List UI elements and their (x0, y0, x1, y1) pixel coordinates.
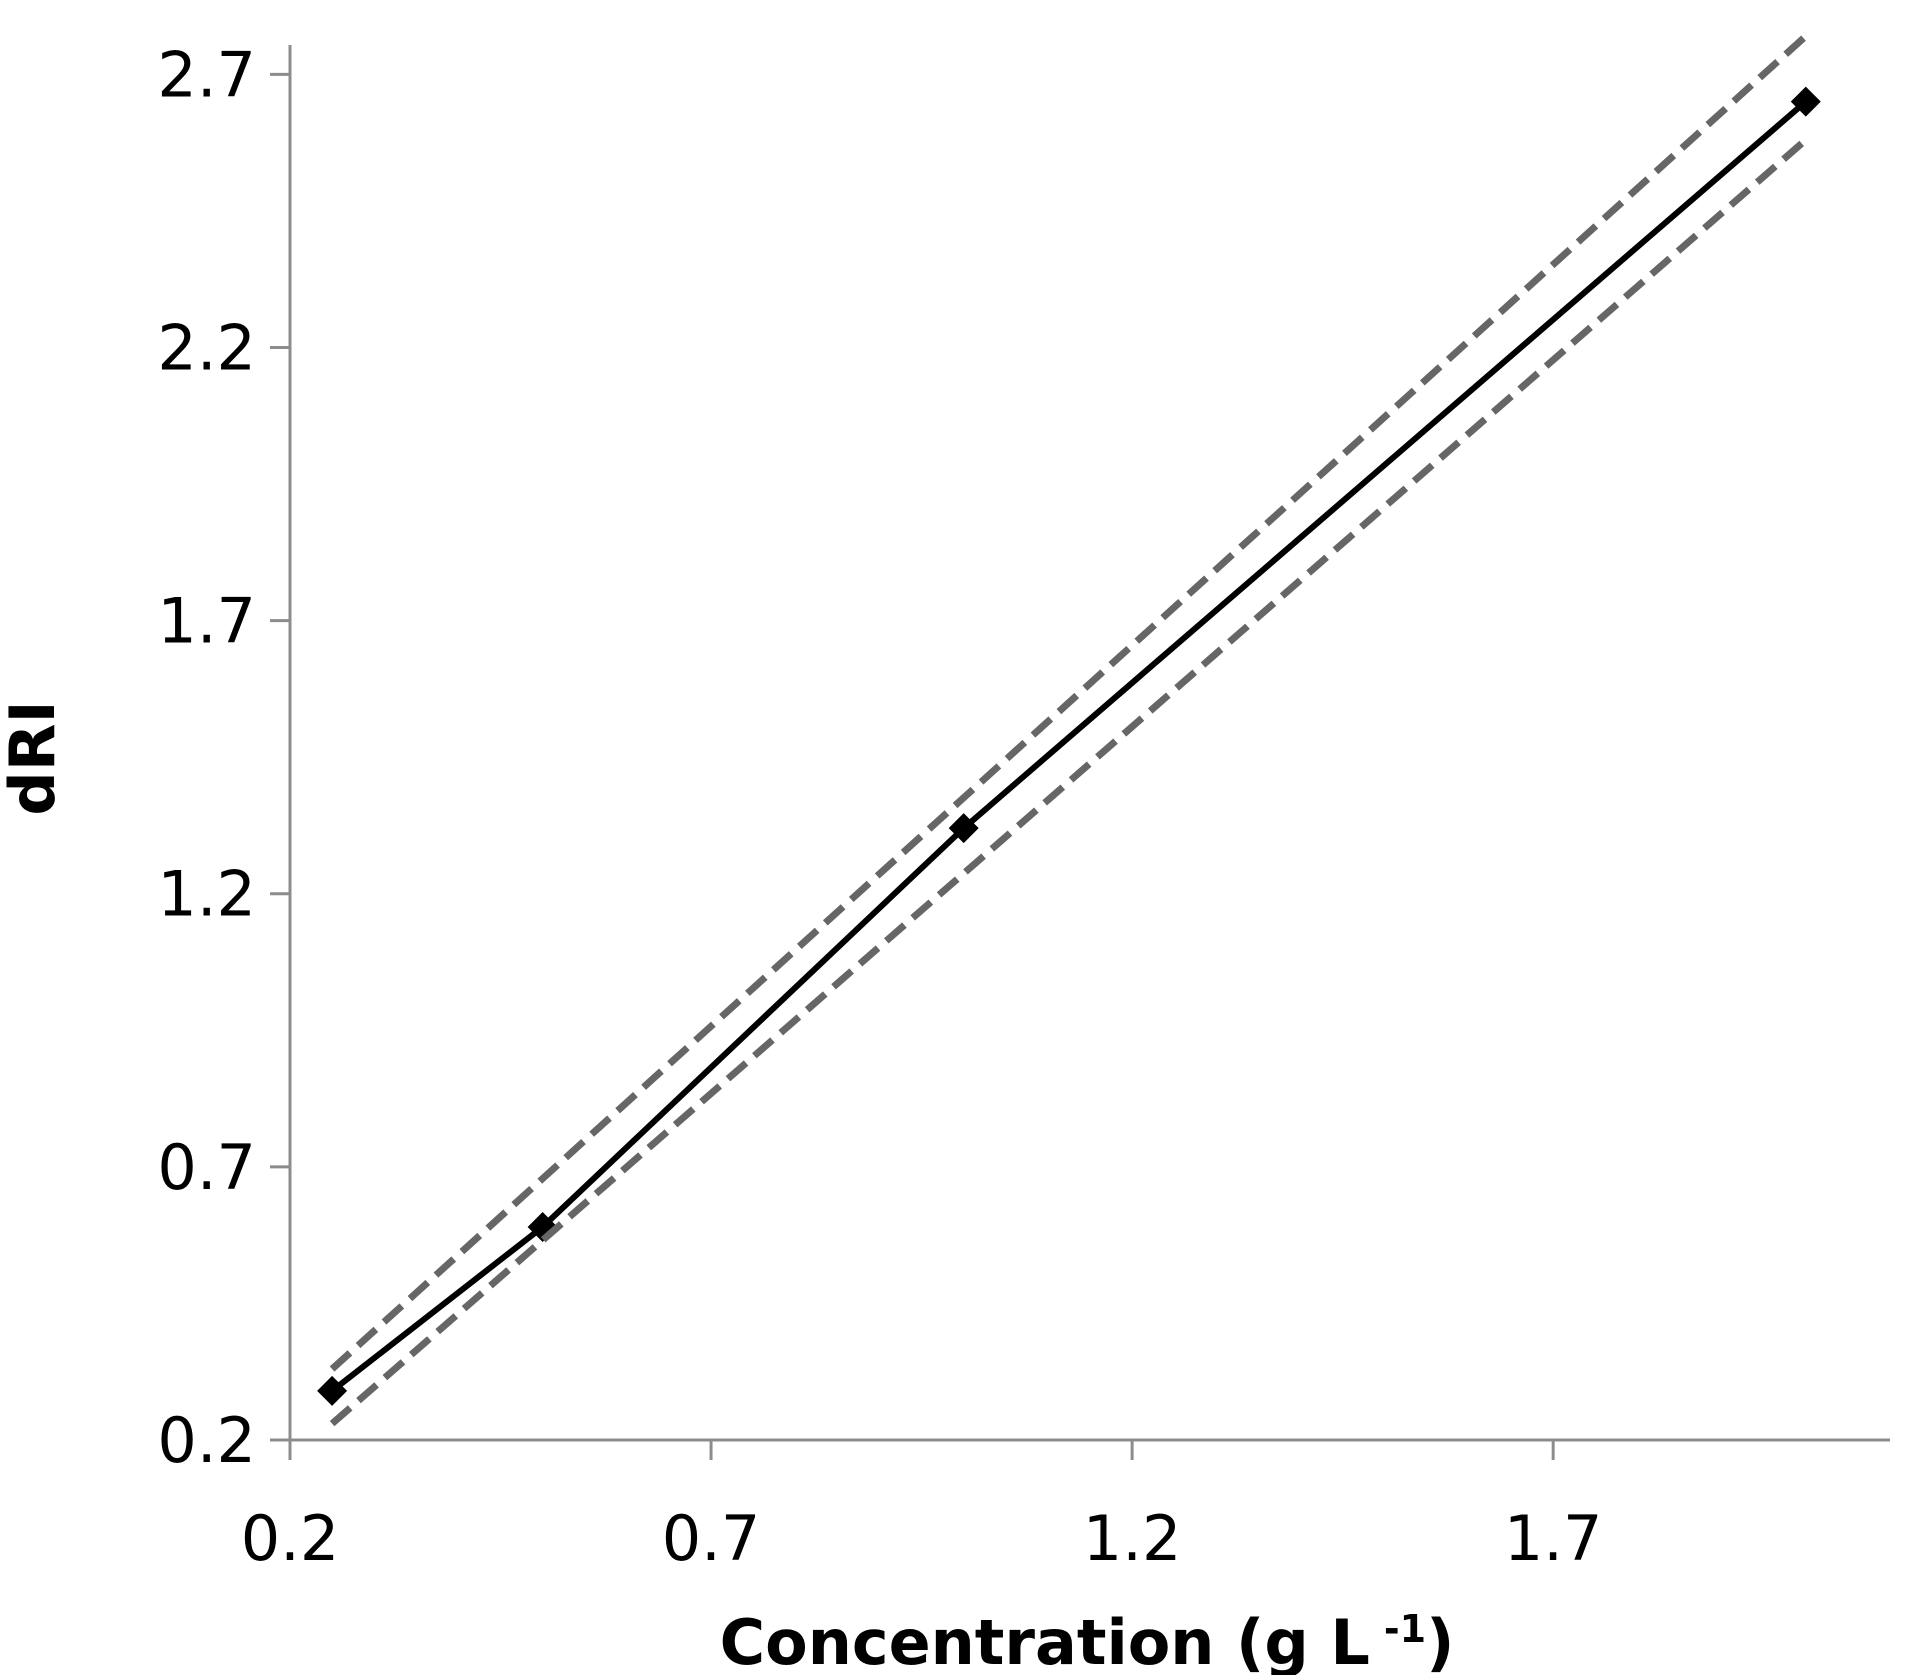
y-tick-label: 0.7 (157, 1131, 256, 1204)
x-tick-label: 1.2 (1083, 1502, 1182, 1575)
data-point-marker (948, 813, 979, 844)
series-line-data (330, 99, 1808, 1394)
y-tick-label: 1.2 (157, 858, 256, 931)
y-tick-label: 0.2 (157, 1404, 256, 1477)
data-point-marker (1790, 86, 1821, 117)
x-tick-label: 0.2 (241, 1502, 340, 1575)
x-tick-label: 0.7 (662, 1502, 761, 1575)
x-axis-title: Concentration (g L -1) (720, 1606, 1455, 1675)
plot-area (317, 33, 1821, 1427)
y-tick-label: 2.7 (157, 38, 256, 111)
y-axis-title: dRI (0, 700, 69, 815)
axes: 0.2 0.7 1.2 1.7 2.2 2.7 0.2 0.7 1.2 1.7 (157, 38, 1890, 1575)
series-line-lower-confidence (329, 137, 1809, 1427)
series-line-upper-confidence (329, 33, 1809, 1372)
y-tick-label: 2.2 (157, 311, 256, 384)
y-tick-label: 1.7 (157, 585, 256, 658)
x-tick-label: 1.7 (1504, 1502, 1603, 1575)
data-point-marker (317, 1375, 348, 1406)
